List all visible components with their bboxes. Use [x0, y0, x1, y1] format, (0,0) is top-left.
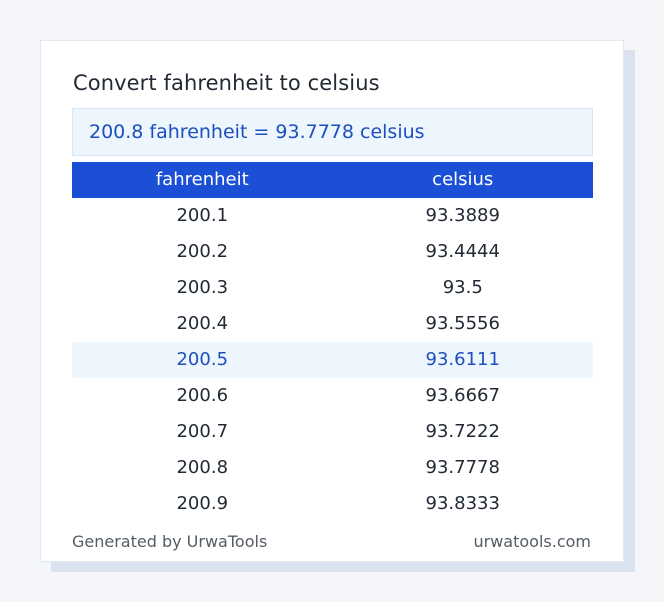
fahrenheit-cell: 200.1 [176, 205, 229, 226]
celsius-cell: 93.6667 [425, 385, 500, 406]
table-row: 200.1 93.3889 [72, 198, 593, 234]
table-header: fahrenheit celsius [72, 162, 593, 198]
fahrenheit-cell: 200.3 [176, 277, 229, 298]
table-row: 200.4 93.5556 [72, 306, 593, 342]
header-celsius: celsius [432, 169, 494, 190]
site-link[interactable]: urwatools.com [473, 532, 592, 551]
celsius-cell: 93.7778 [425, 457, 500, 478]
celsius-cell: 93.3889 [425, 205, 500, 226]
converter-card: Convert fahrenheit to celsius 200.8 fahr… [40, 40, 624, 562]
table-row: 200.8 93.7778 [72, 450, 593, 486]
celsius-cell: 93.4444 [425, 241, 500, 262]
fahrenheit-cell: 200.7 [176, 421, 229, 442]
fahrenheit-cell: 200.8 [176, 457, 229, 478]
table-row: 200.6 93.6667 [72, 378, 593, 414]
conversion-result: 200.8 fahrenheit = 93.7778 celsius [72, 108, 593, 156]
celsius-cell: 93.6111 [425, 349, 500, 370]
fahrenheit-cell: 200.6 [176, 385, 229, 406]
celsius-cell: 93.5 [442, 277, 483, 298]
fahrenheit-cell: 200.5 [176, 349, 229, 370]
fahrenheit-cell: 200.4 [176, 313, 229, 334]
table-body: 200.1 93.3889 200.2 93.4444 200.3 93.5 200.4 93… [72, 198, 593, 522]
table-row: 200.3 93.5 [72, 270, 593, 306]
table-row: 200.7 93.7222 [72, 414, 593, 450]
generated-by-label: Generated by UrwaTools [72, 532, 268, 551]
fahrenheit-cell: 200.2 [176, 241, 229, 262]
header-fahrenheit: fahrenheit [155, 169, 249, 190]
page-title: Convert fahrenheit to celsius [73, 71, 380, 95]
table-row: 200.5 93.6111 [72, 342, 593, 378]
celsius-cell: 93.5556 [425, 313, 500, 334]
table-row: 200.2 93.4444 [72, 234, 593, 270]
celsius-cell: 93.8333 [425, 493, 500, 514]
table-row: 200.9 93.8333 [72, 486, 593, 522]
conversion-table: fahrenheit celsius 200.1 93.3889 200.2 93.4… [72, 162, 593, 522]
celsius-cell: 93.7222 [425, 421, 500, 442]
fahrenheit-cell: 200.9 [176, 493, 229, 514]
